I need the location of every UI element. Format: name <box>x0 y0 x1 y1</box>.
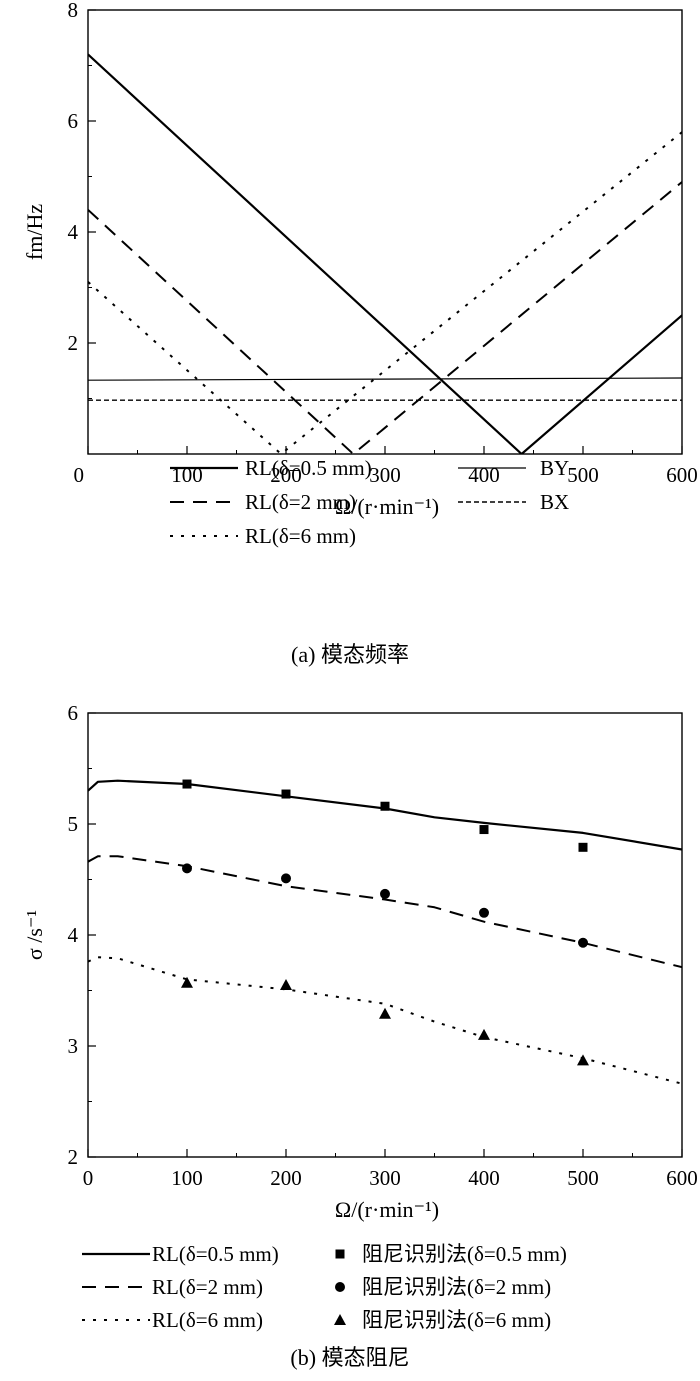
x-axis-title: Ω/(r·min⁻¹) <box>335 494 439 519</box>
marker-square <box>479 825 489 835</box>
x-tick-label: 0 <box>83 1166 94 1190</box>
x-tick-label: 100 <box>171 1166 203 1190</box>
marker-circle <box>578 937 588 948</box>
legend-marker-circle <box>335 1282 345 1292</box>
series-line-0-0 <box>88 53 682 454</box>
marker-square <box>380 801 390 811</box>
legend-label: RL(δ=2 mm) <box>152 1275 263 1299</box>
y-tick-label: 4 <box>68 220 79 244</box>
y-tick-label: 2 <box>68 331 79 355</box>
x-tick-label: 500 <box>567 463 599 487</box>
legend-label: BY <box>540 456 569 480</box>
plot-area <box>88 779 682 1085</box>
y-axis-title: fm/Hz <box>22 204 47 260</box>
chart-b: 0 100 200 300 400 500 600 2 3 4 5 6 Ω/(r·min⁻¹) σ /s⁻… <box>22 701 698 1370</box>
plot-frame <box>87 9 683 455</box>
legend-label: RL(δ=6 mm) <box>152 1308 263 1332</box>
marker-square <box>281 789 291 799</box>
series-line-1-2 <box>88 956 682 1085</box>
marker-square <box>578 842 588 852</box>
marker-circle <box>380 888 390 899</box>
y-tick-label: 5 <box>68 812 79 836</box>
legend-label: RL(δ=6 mm) <box>245 524 356 548</box>
marker-triangle <box>478 1028 490 1040</box>
chart-caption: (b) 模态阻尼 <box>290 1345 409 1370</box>
series-line-0-1 <box>88 181 682 454</box>
x-tick-label: 0 <box>74 463 85 487</box>
chart-caption: (a) 模态频率 <box>291 642 409 667</box>
x-tick-label: 200 <box>270 463 302 487</box>
y-tick-label: 2 <box>68 1145 79 1169</box>
legend-marker-square <box>335 1249 345 1259</box>
legend-label: 阻尼识别法(δ=0.5 mm) <box>362 1242 567 1266</box>
series-line-1-1 <box>88 855 682 969</box>
marker-circle <box>182 863 192 874</box>
plot-frame <box>87 712 683 1158</box>
legend-marker-triangle <box>334 1314 346 1325</box>
x-tick-label: 400 <box>468 463 500 487</box>
x-axis-title: Ω/(r·min⁻¹) <box>335 1197 439 1222</box>
series-line-0-3 <box>88 377 682 381</box>
marker-triangle <box>181 976 193 988</box>
marker-circle <box>281 873 291 884</box>
x-tick-label: 100 <box>171 463 203 487</box>
legend-label: RL(δ=0.5 mm) <box>152 1242 279 1266</box>
y-tick-label: 8 <box>68 0 79 22</box>
x-tick-label: 300 <box>369 1166 401 1190</box>
legend-label: RL(δ=2 mm) <box>245 490 356 514</box>
legend-label: 阻尼识别法(δ=6 mm) <box>362 1308 551 1332</box>
y-tick-label: 3 <box>68 1034 79 1058</box>
chart-a: 0 100 200 300 400 500 600 2 4 6 8 Ω/(r·min⁻¹) fm/Hz R… <box>22 0 698 667</box>
x-tick-label: 600 <box>666 1166 698 1190</box>
marker-circle <box>479 907 489 918</box>
marker-triangle <box>280 978 292 990</box>
y-tick-label: 6 <box>68 701 79 725</box>
x-tick-label: 200 <box>270 1166 302 1190</box>
x-tick-label: 400 <box>468 1166 500 1190</box>
x-tick-label: 300 <box>369 463 401 487</box>
legend-label: RL(δ=0.5 mm) <box>245 456 372 480</box>
y-axis-title: σ /s⁻¹ <box>22 910 47 960</box>
plot-area <box>88 53 682 454</box>
legend-label: 阻尼识别法(δ=2 mm) <box>362 1275 551 1299</box>
series-line-1-0 <box>88 779 682 851</box>
marker-triangle <box>379 1007 391 1019</box>
y-tick-label: 4 <box>68 923 79 947</box>
marker-square <box>182 779 192 789</box>
x-tick-label: 600 <box>666 463 698 487</box>
legend-label: BX <box>540 490 569 514</box>
x-tick-label: 500 <box>567 1166 599 1190</box>
y-tick-label: 6 <box>68 109 79 133</box>
marker-triangle <box>577 1054 589 1066</box>
